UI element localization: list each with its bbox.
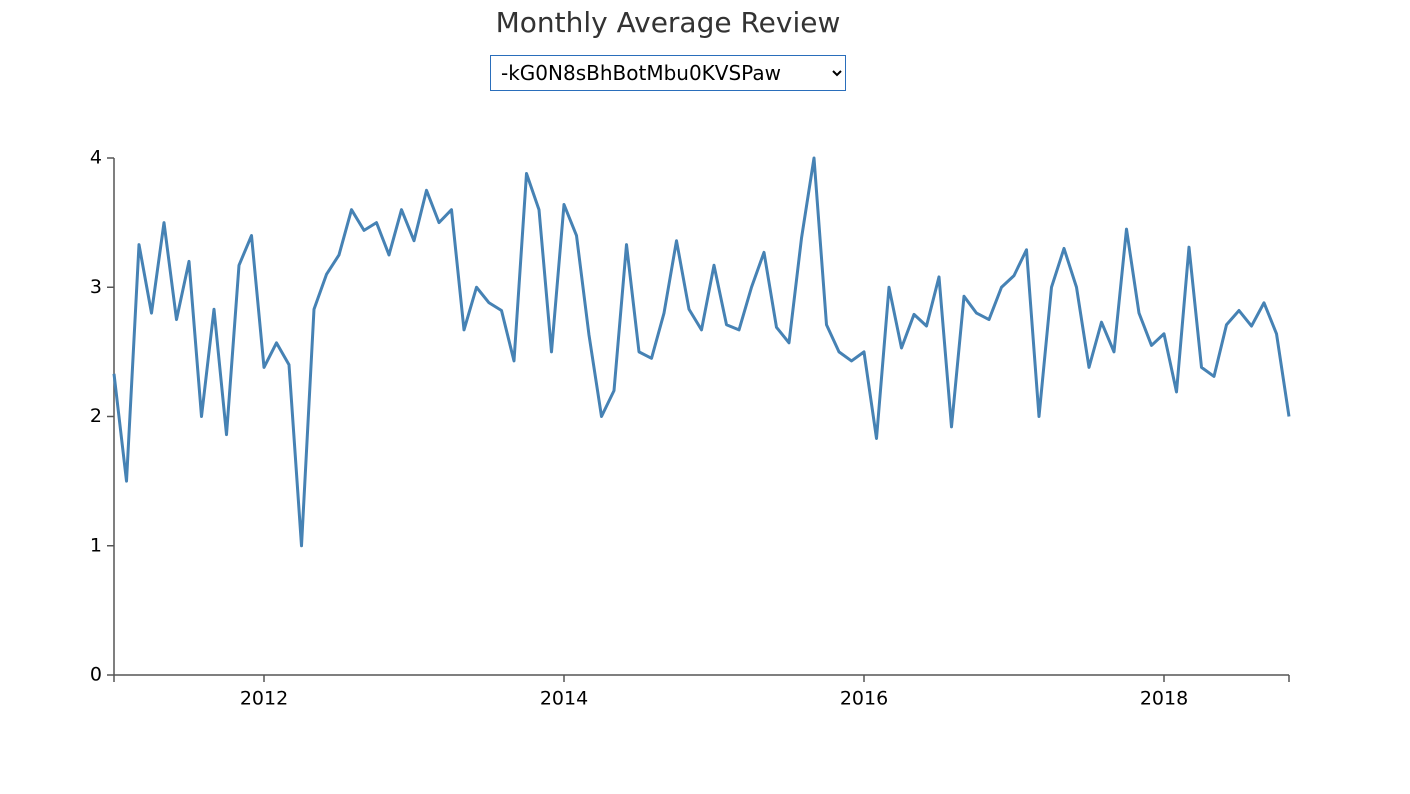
- x-tick-label: 2018: [1140, 688, 1188, 710]
- y-tick-label: 4: [90, 147, 102, 169]
- y-tick-label: 3: [90, 276, 102, 298]
- y-tick-label: 0: [90, 664, 102, 686]
- x-tick-label: 2014: [540, 688, 588, 710]
- business-select[interactable]: -kG0N8sBhBotMbu0KVSPaw: [490, 55, 846, 91]
- x-tick-label: 2012: [240, 688, 288, 710]
- x-tick-label: 2016: [840, 688, 888, 710]
- line: [112, 156, 1291, 548]
- y-tick-label: 1: [90, 534, 102, 556]
- y-tick-label: 2: [90, 405, 102, 427]
- chart-title: Monthly Average Review: [495, 6, 841, 39]
